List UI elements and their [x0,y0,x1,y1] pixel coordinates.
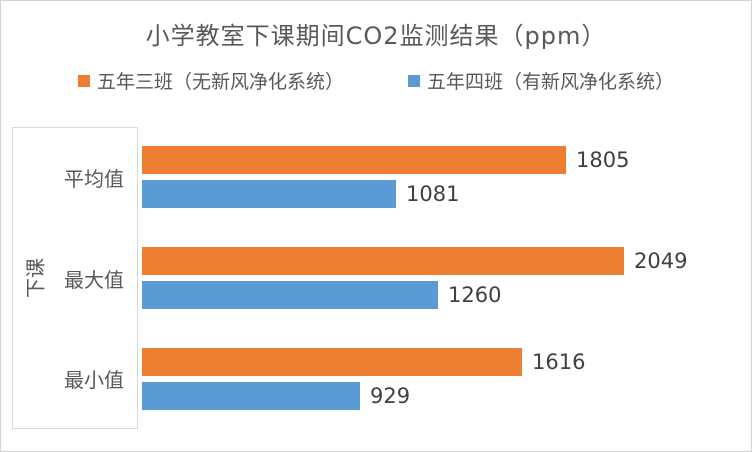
bar-segment-series2 [142,180,396,209]
bar-segment-series1 [142,347,522,376]
legend-swatch-icon [408,74,420,87]
data-label: 1616 [532,349,586,374]
legend-swatch-icon [77,74,90,87]
legend-item-series-2: 五年四班（有新风净化系统） [408,67,674,94]
legend-label: 五年三班（无新风净化系统） [96,71,344,93]
bar-row: 1260 [142,281,750,309]
data-label: 2049 [634,249,688,273]
bar-segment-series2 [142,281,438,309]
legend-label: 五年四班（有新风净化系统） [427,71,675,93]
bar-group-maximum: 最大值 2049 1260 [12,228,750,329]
category-axis-frame: 下课 [12,127,138,429]
bar-segment-series2 [142,381,360,410]
bar-segment-series1 [142,146,566,175]
data-label: 1081 [406,182,460,207]
bar-group-average: 平均值 1805 1081 [12,127,750,228]
category-label: 最大值 [64,267,124,292]
data-label: 1260 [448,283,502,307]
bar-row: 1805 [142,146,750,175]
bar-groups: 平均值 1805 1081 最大值 20 [12,127,750,429]
legend-item-series-1: 五年三班（无新风净化系统） [77,67,344,94]
category-label: 最小值 [64,368,124,393]
data-label: 1805 [576,148,630,173]
data-label: 929 [370,383,411,408]
bar-row: 929 [142,381,750,410]
bar-row: 2049 [142,247,750,275]
category-label: 平均值 [64,166,124,191]
bar-row: 1081 [142,180,750,209]
bar-row: 1616 [142,347,750,376]
bar-group-minimum: 最小值 1616 929 [12,328,750,429]
bar-segment-series1 [142,247,624,275]
plot-area: 下课 平均值 1805 1081 最大值 [12,127,750,429]
chart-title: 小学教室下课期间CO2监测结果（ppm） [145,22,607,50]
legend: 五年三班（无新风净化系统） 五年四班（有新风净化系统） [1,67,751,94]
